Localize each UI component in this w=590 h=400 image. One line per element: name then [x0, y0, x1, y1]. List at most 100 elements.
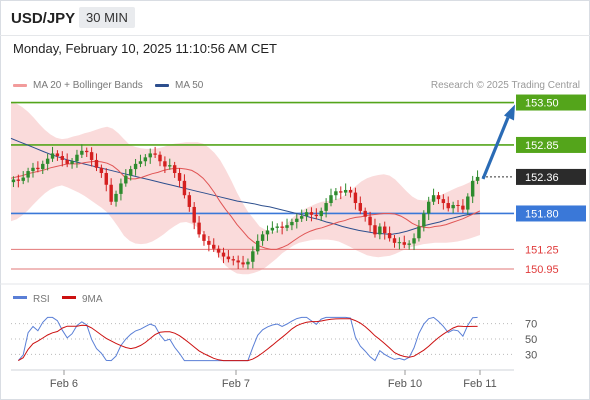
candle-body — [114, 193, 118, 202]
candle-body — [75, 154, 79, 162]
candle-body — [426, 201, 431, 214]
candle-body — [133, 163, 138, 170]
candle-body — [45, 158, 50, 164]
ma50-line — [10, 137, 481, 235]
candle-body — [80, 150, 84, 155]
candle-body — [270, 227, 275, 231]
candle-body — [143, 157, 148, 162]
candle-body — [55, 153, 60, 157]
candle-body — [417, 226, 421, 239]
candle-body — [241, 262, 245, 265]
candle-body — [456, 204, 460, 206]
ma20-line — [10, 160, 481, 250]
candle-body — [383, 226, 387, 234]
candle-body — [226, 256, 231, 260]
legend-ma20: MA 20 + Bollinger Bands — [13, 80, 143, 91]
candle-body — [128, 169, 133, 176]
level-label: 153.50 — [525, 98, 559, 110]
level-tag-bg — [516, 168, 586, 185]
level-tag-bg — [516, 94, 586, 111]
candle-body — [397, 242, 402, 244]
candle-body — [285, 225, 289, 228]
projection-arrow-head — [504, 104, 515, 121]
chart-header: USD/JPY 30 MIN — [0, 0, 590, 36]
candle-body — [21, 177, 25, 181]
timeframe-button[interactable]: 30 MIN — [79, 7, 135, 28]
candle-body — [104, 173, 108, 185]
candle-body — [373, 225, 377, 235]
candle-body — [202, 234, 206, 241]
level-label: 150.95 — [525, 264, 559, 276]
candle-body — [246, 261, 250, 265]
ma20-legend-label: MA 20 + Bollinger Bands — [33, 80, 143, 91]
candle-body — [319, 210, 323, 217]
candle-body — [309, 212, 314, 215]
candle-body — [187, 195, 192, 207]
symbol-label: USD/JPY — [11, 10, 76, 27]
x-tick-label: Feb 10 — [388, 378, 422, 390]
candle-body — [168, 165, 172, 167]
candle-body — [461, 205, 465, 210]
candle-body — [216, 248, 221, 253]
candle-body — [109, 184, 113, 202]
candle-body — [148, 153, 152, 158]
candle-body — [192, 206, 196, 223]
candle-body — [236, 260, 240, 263]
candle-body — [407, 243, 411, 245]
candle-body — [353, 192, 358, 204]
candle-body — [392, 238, 397, 243]
projection-arrow-shaft — [481, 116, 510, 180]
candle-body — [343, 189, 348, 193]
candle-body — [304, 212, 309, 217]
candle-body — [221, 252, 226, 257]
candle-body — [314, 214, 319, 217]
candle-body — [99, 167, 104, 174]
candle-body — [436, 195, 441, 200]
candle-body — [94, 159, 99, 168]
candle-body — [431, 195, 436, 202]
x-tick-label: Feb 7 — [222, 378, 250, 390]
x-tick-label: Feb 11 — [463, 378, 496, 390]
candle-body — [60, 156, 65, 160]
candle-body — [363, 210, 367, 217]
ma20-swatch — [13, 83, 27, 87]
ma50-legend-label: MA 50 — [175, 80, 204, 91]
candle-body — [368, 216, 372, 226]
candle-body — [295, 218, 299, 222]
legend-ma50: MA 50 — [155, 80, 203, 91]
timestamp: Monday, February 10, 2025 11:10:56 AM CE… — [13, 41, 277, 56]
rsi-tick-label: 30 — [525, 349, 537, 361]
candle-body — [251, 251, 255, 262]
candle-body — [177, 173, 182, 181]
candle-body — [26, 171, 30, 178]
candle-body — [256, 240, 260, 252]
rsi-tick-label: 70 — [525, 319, 537, 331]
level-label: 151.80 — [525, 208, 559, 220]
rsi-tick-label: 50 — [525, 334, 537, 346]
candle-body — [16, 179, 21, 181]
candle-body — [70, 161, 74, 164]
candle-body — [348, 189, 353, 193]
candle-body — [412, 238, 416, 244]
candle-body — [339, 191, 343, 193]
ma50-swatch — [155, 83, 169, 87]
candle-body — [466, 196, 470, 210]
rsi-swatch — [13, 296, 27, 299]
candle-body — [387, 233, 392, 239]
candle-body — [172, 165, 177, 174]
rsi-ma-line — [18, 318, 478, 362]
candle-body — [138, 161, 143, 164]
candle-body — [334, 191, 338, 196]
candle-body — [446, 203, 450, 209]
candle-body — [163, 161, 167, 167]
candle-body — [275, 226, 279, 228]
level-tag-bg — [516, 136, 586, 153]
candle-body — [50, 153, 55, 159]
candle-body — [329, 195, 333, 204]
candle-body — [85, 150, 89, 153]
rsi-ma-swatch — [62, 296, 76, 299]
candle-body — [265, 230, 270, 235]
candle-body — [36, 167, 40, 170]
rsi-legend-label: RSI — [33, 294, 50, 305]
